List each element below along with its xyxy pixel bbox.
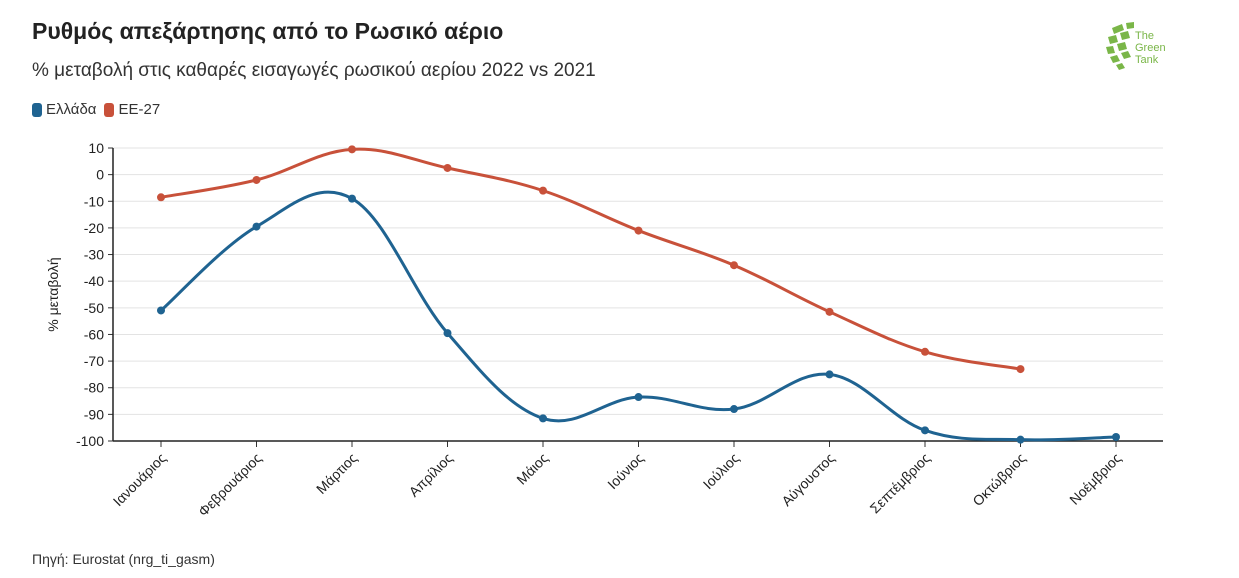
legend-label-greece: Ελλάδα	[46, 101, 97, 118]
data-point[interactable]	[539, 414, 547, 423]
x-tick-label: Ιούλιος	[700, 450, 743, 493]
x-tick-label: Απρίλιος	[406, 450, 456, 500]
data-point[interactable]	[348, 145, 356, 154]
x-tick-label: Αύγουστος	[778, 450, 838, 510]
x-tick-label: Μάρτιος	[313, 450, 360, 497]
data-point[interactable]	[539, 186, 547, 195]
legend-item-greece[interactable]: Ελλάδα	[32, 101, 96, 118]
x-tick-label: Μάιος	[513, 450, 551, 488]
legend-label-eu27: ΕΕ-27	[118, 101, 161, 118]
data-point[interactable]	[1112, 433, 1120, 442]
x-tick-label: Σεπτέμβριος	[867, 450, 934, 517]
data-point[interactable]	[921, 347, 929, 356]
legend: Ελλάδα ΕΕ-27	[32, 101, 168, 118]
data-point[interactable]	[252, 222, 261, 231]
y-tick-label: -10	[84, 193, 104, 209]
x-tick-label: Φεβρουάριος	[195, 450, 265, 520]
series-line	[159, 190, 1118, 442]
y-tick-label: -60	[84, 326, 104, 342]
x-tick-label: Οκτώβριος	[969, 450, 1028, 509]
data-point[interactable]	[730, 261, 738, 270]
data-point[interactable]	[1016, 435, 1025, 444]
data-point[interactable]	[730, 405, 738, 414]
logo-text-line2: Green	[1135, 42, 1166, 54]
logo-text-line3: Tank	[1135, 54, 1159, 66]
y-tick-label: -20	[84, 220, 104, 236]
y-tick-label: -90	[84, 406, 104, 422]
data-point[interactable]	[443, 163, 452, 172]
series-eu27	[157, 145, 1025, 374]
y-tick-label: 10	[88, 140, 104, 156]
y-tick-label: 0	[96, 167, 104, 183]
source-note: Πηγή: Eurostat (nrg_ti_gasm)	[32, 551, 215, 567]
x-tick-label: Νοέμβριος	[1066, 450, 1124, 508]
y-tick-label: -50	[84, 300, 104, 316]
data-point[interactable]	[634, 393, 643, 402]
data-point[interactable]	[1016, 365, 1025, 374]
y-axis-ticks: 10 0 -10 -20 -30 -40 -50 -60 -70 -80 -90 -100	[76, 140, 113, 449]
y-tick-label: -80	[84, 380, 104, 396]
legend-item-eu27[interactable]: ΕΕ-27	[104, 101, 160, 118]
y-tick-label: -100	[76, 433, 104, 449]
y-tick-label: -40	[84, 273, 104, 289]
data-point[interactable]	[921, 426, 929, 435]
logo-text-line1: The	[1135, 30, 1154, 42]
green-tank-logo	[1106, 22, 1134, 70]
x-axis-ticks: Ιανουάριος Φεβρουάριος Μάρτιος Απρίλιος Μάιο…	[110, 441, 1124, 520]
data-point[interactable]	[348, 194, 356, 203]
x-tick-label: Ιούνιος	[604, 450, 647, 493]
y-tick-label: -70	[84, 353, 104, 369]
data-point[interactable]	[443, 329, 452, 338]
data-point[interactable]	[252, 175, 261, 184]
data-point[interactable]	[157, 193, 165, 202]
series-greece	[157, 190, 1120, 444]
x-tick-label: Ιανουάριος	[110, 450, 170, 510]
data-point[interactable]	[825, 370, 834, 379]
gridlines	[113, 147, 1163, 415]
legend-swatch-greece	[32, 102, 42, 117]
logo-text: The Green Tank	[1135, 30, 1166, 66]
y-tick-label: -30	[84, 247, 104, 263]
series-group	[157, 145, 1120, 444]
data-point[interactable]	[157, 306, 165, 315]
series-line	[159, 147, 1022, 371]
data-point[interactable]	[634, 226, 643, 235]
y-axis-label: % μεταβολή	[45, 257, 61, 331]
legend-swatch-eu27	[104, 102, 115, 117]
data-point[interactable]	[825, 307, 834, 316]
chart-subtitle: % μεταβολή στις καθαρές εισαγωγές ρωσικο…	[32, 60, 596, 81]
chart-title: Ρυθμός απεξάρτησης από το Ρωσικό αέριο	[32, 18, 504, 44]
